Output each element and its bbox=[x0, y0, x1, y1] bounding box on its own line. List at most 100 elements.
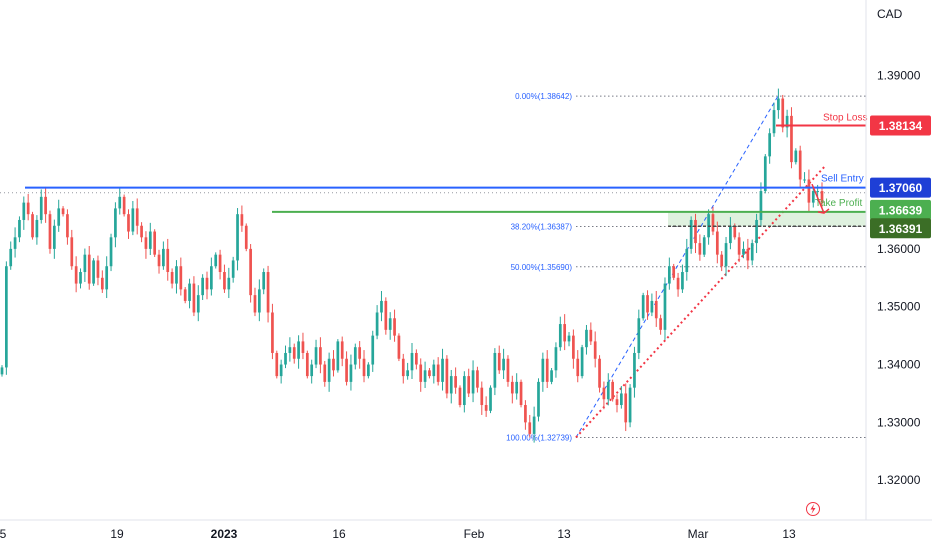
annotations-layer: Stop Loss Sell Entry Take Profit bbox=[811, 112, 867, 214]
candle-body bbox=[506, 358, 510, 382]
candle-body bbox=[297, 341, 300, 359]
candle-body bbox=[384, 300, 388, 330]
candle-body bbox=[35, 219, 39, 238]
candle-body bbox=[205, 277, 209, 290]
x-tick-label: Feb bbox=[464, 527, 485, 541]
price-tag bbox=[870, 177, 931, 198]
candle-body bbox=[537, 381, 540, 417]
candle-body bbox=[236, 214, 239, 261]
candle-body bbox=[532, 416, 536, 434]
candle-body bbox=[244, 225, 248, 249]
candle-body bbox=[602, 387, 606, 400]
candle-body bbox=[715, 231, 719, 255]
candle-body bbox=[218, 254, 222, 273]
price-tag bbox=[870, 199, 931, 220]
x-tick-label: 5 bbox=[0, 527, 7, 541]
projection-arrow bbox=[811, 183, 825, 214]
candle-body bbox=[528, 422, 532, 434]
candle-body bbox=[524, 405, 527, 423]
candle-body bbox=[471, 370, 475, 394]
y-tick-label: 1.32000 bbox=[877, 473, 921, 487]
candle-body bbox=[449, 376, 453, 394]
candle-body bbox=[689, 219, 693, 249]
price-axis[interactable]: 1.32000 1.33000 1.34000 1.35000 1.36000 1.390… bbox=[877, 68, 921, 487]
fib-level-label: 100.00%(1.32739) bbox=[506, 433, 572, 442]
lightning-icon[interactable] bbox=[806, 502, 820, 516]
candle-body bbox=[231, 260, 235, 278]
candle-body bbox=[109, 237, 113, 267]
fib-level-label: 38.20%(1.36387) bbox=[511, 223, 573, 232]
candle-body bbox=[541, 358, 545, 382]
candle-body bbox=[170, 272, 174, 284]
candle-body bbox=[654, 300, 658, 319]
candle-body bbox=[401, 358, 405, 377]
candle-body bbox=[763, 156, 767, 192]
x-tick-label: 13 bbox=[557, 527, 571, 541]
price-tags-layer: 1.38134 1.37060 1.36639 1.36391 bbox=[870, 115, 931, 239]
candle-body bbox=[681, 272, 684, 290]
candle-body bbox=[105, 266, 109, 290]
candle-body bbox=[227, 277, 231, 290]
candle-body bbox=[183, 289, 187, 301]
candle-body bbox=[148, 231, 152, 249]
candle-body bbox=[515, 381, 519, 394]
candle-body bbox=[759, 191, 763, 220]
candle-body bbox=[253, 295, 257, 313]
candle-body bbox=[720, 254, 724, 267]
candle-body bbox=[667, 266, 671, 284]
candle-body bbox=[393, 318, 396, 336]
candle-body bbox=[646, 295, 649, 313]
candle-body bbox=[179, 266, 183, 290]
y-tick-label: 1.36000 bbox=[877, 242, 921, 256]
candle-body bbox=[162, 248, 165, 267]
x-tick-label: 2023 bbox=[211, 527, 238, 541]
candle-body bbox=[192, 283, 196, 313]
candle-body bbox=[257, 289, 261, 313]
candle-body bbox=[288, 347, 292, 353]
candle-body bbox=[319, 347, 322, 365]
levels-layer bbox=[25, 124, 866, 228]
candle-body bbox=[633, 352, 636, 388]
candle-body bbox=[223, 272, 226, 290]
candle-body bbox=[406, 370, 409, 377]
candle-body bbox=[585, 329, 588, 348]
candle-body bbox=[332, 358, 335, 371]
candle-body bbox=[458, 387, 462, 406]
candle-body bbox=[624, 393, 628, 423]
candle-body bbox=[13, 237, 17, 249]
candle-body bbox=[672, 266, 676, 278]
take-profit-zone bbox=[668, 211, 866, 227]
candle-body bbox=[598, 358, 601, 388]
level-annotation: Stop Loss bbox=[823, 112, 867, 123]
price-tag-label: 1.37060 bbox=[879, 181, 923, 195]
candle-body bbox=[790, 115, 793, 163]
candle-body bbox=[367, 364, 370, 377]
candle-body bbox=[114, 208, 117, 238]
candle-body bbox=[135, 208, 139, 226]
candle-body bbox=[240, 214, 244, 226]
candle-body bbox=[118, 196, 122, 209]
candle-body bbox=[157, 254, 161, 267]
candle-body bbox=[196, 295, 200, 313]
candle-body bbox=[31, 214, 34, 238]
candle-body bbox=[275, 352, 279, 377]
x-tick-label: 16 bbox=[332, 527, 346, 541]
candle-body bbox=[641, 295, 645, 319]
time-axis[interactable]: 5 19 2023 16 Feb 13 Mar 13 bbox=[0, 527, 796, 541]
zone-layer bbox=[0, 192, 866, 227]
candle-body bbox=[519, 381, 523, 406]
candle-body bbox=[48, 214, 52, 249]
projection-arrowhead bbox=[817, 208, 830, 214]
candle-body bbox=[74, 266, 78, 284]
candle-body bbox=[305, 352, 309, 377]
candle-body bbox=[676, 277, 680, 290]
candle-body bbox=[310, 364, 314, 377]
candle-body bbox=[122, 196, 126, 215]
candle-body bbox=[327, 358, 331, 382]
candle-body bbox=[131, 208, 135, 232]
candle-body bbox=[694, 219, 697, 244]
candle-body bbox=[92, 260, 95, 284]
candle-body bbox=[44, 196, 47, 215]
